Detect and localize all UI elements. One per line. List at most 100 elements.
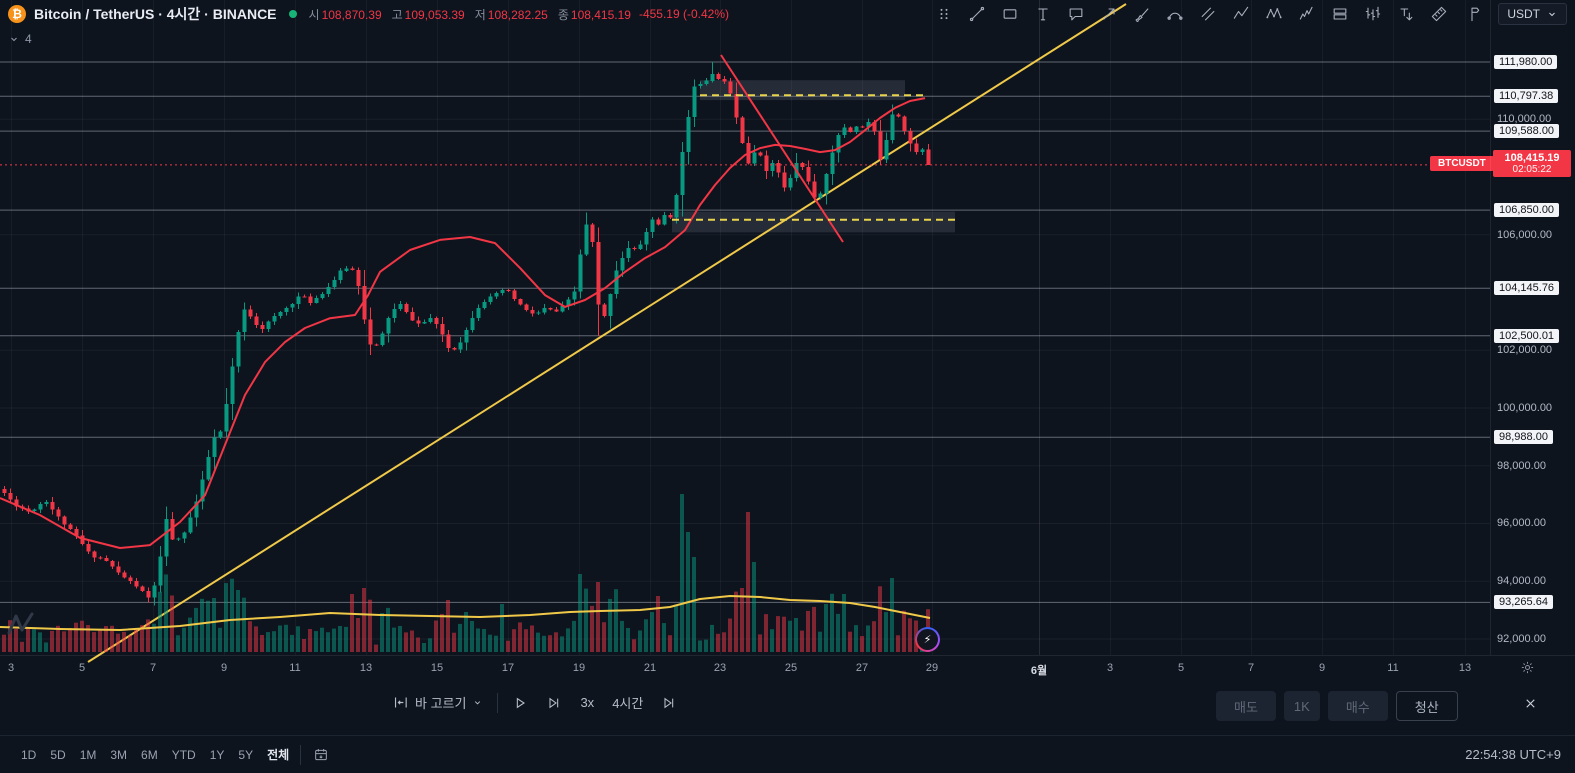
price-level-label[interactable]: 106,850.00 — [1494, 203, 1560, 217]
replay-step-forward-button[interactable] — [542, 691, 566, 715]
time-axis[interactable]: 3 5 7 9 11 13 15 17 19 21 23 25 27 29 6월 3 5 7 9 11 13 — [0, 655, 1575, 682]
quantity-button[interactable]: 1K — [1283, 691, 1320, 721]
range-button[interactable]: 전체 — [260, 742, 296, 767]
time-label: 23 — [713, 662, 727, 674]
signpost-icon[interactable] — [1458, 2, 1486, 26]
price-grid-label: 102,000.00 — [1497, 344, 1553, 356]
price-level-label[interactable]: 93,265.64 — [1494, 595, 1553, 609]
parallel-channel-icon[interactable] — [1194, 2, 1222, 26]
go-to-date-icon[interactable] — [313, 747, 329, 763]
time-label: 11 — [289, 662, 301, 674]
time-label: 21 — [643, 662, 657, 674]
volume-ma-line — [0, 595, 931, 631]
price-level-label[interactable]: 104,145.76 — [1494, 281, 1560, 295]
candles — [2, 62, 931, 606]
trend-line-icon[interactable] — [963, 2, 991, 26]
currency-dropdown[interactable]: USDT — [1498, 3, 1567, 25]
replay-toolbar: 바 고르기 3x 4시간 — [388, 689, 681, 716]
time-label: 27 — [855, 662, 869, 674]
replay-jump-to-end-button[interactable] — [657, 691, 681, 715]
time-label: 3 — [7, 662, 15, 674]
ohlc-high: 고 109,053.39 — [391, 7, 465, 22]
range-button[interactable]: 5D — [43, 744, 72, 766]
select-bar-icon — [394, 697, 407, 708]
close-panel-button[interactable] — [1523, 696, 1538, 714]
watermark-logo-icon — [6, 610, 46, 643]
long-position-icon[interactable] — [1326, 2, 1354, 26]
range-button[interactable]: 1Y — [203, 744, 232, 766]
object-count: 4 — [25, 32, 32, 46]
step-forward-icon — [549, 697, 559, 708]
volume-bars — [2, 494, 930, 652]
current-price-value: 108,415.19 — [1504, 152, 1560, 164]
select-bar-button[interactable]: 바 고르기 — [388, 689, 487, 716]
ohlc-low: 저 108,282.25 — [474, 7, 548, 22]
brush-icon[interactable] — [1128, 2, 1156, 26]
supply-demand-zone[interactable] — [672, 211, 955, 233]
time-label: 6월 — [1030, 665, 1048, 677]
bars-pattern-icon[interactable] — [1359, 2, 1387, 26]
replay-speed-button[interactable]: 3x — [576, 691, 598, 714]
clock-timezone-button[interactable]: 22:54:38 UTC+9 — [1465, 747, 1561, 762]
axis-settings-gear-icon[interactable] — [1520, 660, 1535, 680]
elliott-wave-icon[interactable] — [1293, 2, 1321, 26]
zigzag-icon[interactable] — [1227, 2, 1255, 26]
replay-play-button[interactable] — [508, 691, 532, 715]
legend-collapse-toggle[interactable]: 4 — [8, 32, 32, 46]
price-grid-label: 96,000.00 — [1497, 517, 1546, 529]
buy-button[interactable]: 매수 — [1327, 691, 1388, 721]
lightning-badge-icon[interactable]: ⚡ — [915, 627, 940, 652]
xabcd-pattern-icon[interactable] — [1260, 2, 1288, 26]
red-ma-line — [0, 97, 926, 549]
trendline[interactable] — [720, 54, 844, 243]
price-grid-label: 100,000.00 — [1497, 402, 1553, 414]
ohlc-values: 시 108,870.39 고 109,053.39 저 108,282.25 종 108,41… — [309, 6, 631, 23]
trade-panel: 매도 1K 매수 청산 — [1216, 691, 1458, 721]
rectangle-icon[interactable] — [996, 2, 1024, 26]
range-button[interactable]: 6M — [134, 744, 165, 766]
price-grid-label: 106,000.00 — [1497, 229, 1553, 241]
range-button[interactable]: 3M — [103, 744, 134, 766]
time-label: 13 — [1458, 662, 1472, 674]
price-level-label[interactable]: 98,988.00 — [1494, 430, 1553, 444]
chevron-down-icon — [475, 701, 481, 705]
price-level-label[interactable]: 109,588.00 — [1494, 124, 1560, 138]
close-position-button[interactable]: 청산 — [1395, 691, 1458, 721]
anchored-text-icon[interactable] — [1392, 2, 1420, 26]
text-icon[interactable] — [1029, 2, 1057, 26]
range-button[interactable]: 5Y — [231, 744, 260, 766]
currency-label: USDT — [1507, 7, 1540, 21]
callout-icon[interactable] — [1062, 2, 1090, 26]
price-grid-label: 110,000.00 — [1497, 113, 1552, 125]
time-label: 11 — [1387, 662, 1399, 674]
play-icon — [517, 697, 526, 708]
time-label: 7 — [1247, 662, 1255, 674]
status-bar: 1D 5D 1M 3M 6M YTD 1Y 5Y 전체 22:54:38 UTC+9 — [0, 735, 1575, 773]
range-button[interactable]: 1D — [14, 744, 43, 766]
price-level-label[interactable]: 110,797.38 — [1494, 89, 1559, 103]
bar-countdown: 02:05:22 — [1512, 164, 1552, 175]
price-level-label[interactable]: 111,980.00 — [1494, 55, 1558, 69]
current-price-badge: 108,415.19 02:05:22 — [1493, 150, 1571, 177]
arrow-marker-icon[interactable] — [1095, 2, 1123, 26]
price-axis[interactable]: 108,415.19 02:05:22 110,000.00 106,000.00… — [1490, 0, 1575, 655]
symbol-title[interactable]: Bitcoin / TetherUS · 4시간 · BINANCE — [34, 6, 277, 22]
price-grid-label: 98,000.00 — [1497, 460, 1546, 472]
ruler-icon[interactable] — [1425, 2, 1453, 26]
time-label: 17 — [501, 662, 515, 674]
price-chart[interactable] — [0, 0, 1490, 682]
market-status-dot — [288, 10, 297, 18]
sell-button[interactable]: 매도 — [1216, 691, 1276, 721]
range-button[interactable]: 1M — [73, 744, 104, 766]
range-button[interactable]: YTD — [165, 744, 203, 766]
top-toolbar: ₿ Bitcoin / TetherUS · 4시간 · BINANCE 시 10… — [0, 0, 1575, 28]
price-level-label[interactable]: 102,500.01 — [1494, 329, 1560, 343]
price-grid-label: 92,000.00 — [1497, 633, 1546, 645]
replay-interval-button[interactable]: 4시간 — [608, 689, 647, 716]
skip-to-end-icon — [664, 697, 674, 708]
trendline[interactable] — [87, 3, 1127, 663]
date-range-switcher: 1D 5D 1M 3M 6M YTD 1Y 5Y 전체 — [14, 742, 296, 767]
drag-handle-icon[interactable] — [930, 2, 958, 26]
price-change: -455.19 (-0.42%) — [638, 7, 729, 21]
curve-icon[interactable] — [1161, 2, 1189, 26]
